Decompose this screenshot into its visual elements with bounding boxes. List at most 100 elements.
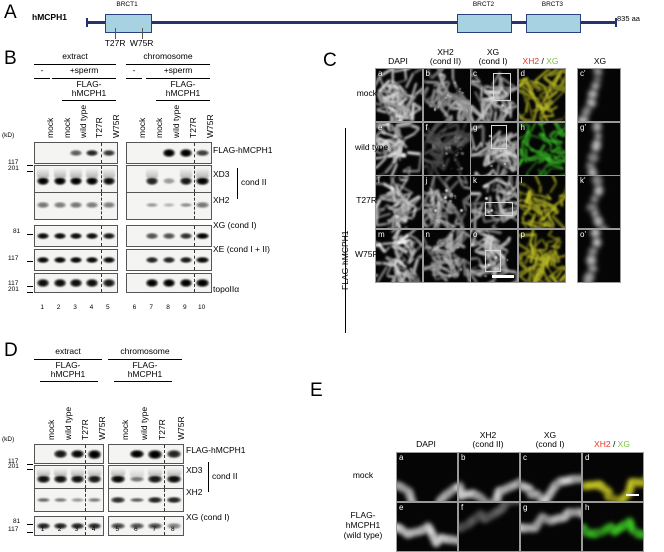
panel-label-D: D: [4, 340, 18, 362]
panelC-image-letter-p: p: [521, 230, 525, 239]
gel-band: [163, 279, 175, 287]
chromosome-signal: [424, 176, 470, 228]
fluorescent-speckle: [507, 259, 508, 260]
gel-band: [37, 202, 49, 207]
fluorescent-speckle: [504, 163, 506, 165]
panelA-domain-label-brct3: BRCT3: [516, 2, 589, 9]
panelE-image-letter-c: c: [523, 453, 527, 462]
chromatin-segment: [462, 122, 469, 131]
chromatin-segment: [423, 101, 424, 106]
panelC-roi-box: [485, 250, 501, 272]
fluorescent-speckle: [457, 107, 458, 108]
panelC-image-b: b: [423, 68, 471, 122]
panelD-cond-bracket: [208, 462, 209, 492]
gel-smear: [111, 468, 125, 477]
gel-band: [70, 150, 82, 156]
chromatin-segment: [452, 68, 454, 80]
chromosome-signal: [459, 503, 519, 551]
chromatin-segment: [405, 491, 418, 502]
panelC-image-j: j: [423, 175, 471, 229]
fluorescent-speckle: [449, 95, 451, 97]
panelC-image-letter-l: l: [521, 176, 523, 185]
gel-smear: [71, 468, 84, 477]
chromatin-segment: [391, 68, 394, 84]
panelC-image-letter-m: m: [378, 230, 385, 239]
lane-divider: [194, 166, 195, 192]
lane-label-text: wild type: [140, 407, 149, 440]
gel-smear: [146, 168, 158, 178]
fluorescent-speckle: [445, 152, 448, 155]
fluorescent-speckle: [487, 100, 488, 101]
fluorescent-speckle: [460, 209, 463, 212]
gel-band: [54, 475, 67, 483]
fluorescent-speckle: [460, 167, 463, 170]
chromatin-segment: [393, 175, 397, 177]
chromatin-segment: [470, 122, 472, 133]
panelD-marker-117-3: 117: [8, 527, 18, 534]
panelD-marker-tick: [27, 469, 33, 470]
panelC-image-letter-a: a: [378, 69, 382, 78]
gel-band: [71, 475, 84, 483]
panelD-lane-number-3: 3: [69, 527, 85, 534]
chromatin-segment: [562, 269, 566, 271]
fluorescent-speckle: [442, 167, 444, 169]
fluorescent-speckle: [457, 247, 458, 248]
chromosome-signal: [424, 69, 470, 121]
chromatin-segment: [398, 229, 405, 231]
panelE-row-label-0-0: mock: [334, 471, 392, 480]
gel-band: [54, 498, 67, 503]
chromatin-segment: [376, 109, 386, 113]
panelE-image-letter-h: h: [585, 503, 589, 512]
chromatin-segment: [511, 502, 520, 505]
gel-smear: [70, 168, 82, 178]
panelC-col-header-4: XG: [571, 57, 629, 66]
lane-divider: [194, 250, 195, 270]
chromatin-segment: [474, 203, 476, 222]
panelA-domain-brct1: [105, 14, 152, 33]
fluorescent-speckle: [440, 135, 443, 138]
panelD-lane-number-5: 5: [109, 527, 125, 534]
lane-divider: [85, 445, 86, 463]
blot-row-xe-cond-i-ii--left: [34, 249, 118, 271]
blot-row-xd3-left: [34, 465, 104, 489]
panelB-rule-construct-c: [156, 100, 210, 101]
panelD-rule-construct-c: [114, 381, 172, 382]
gel-band: [88, 498, 101, 503]
panelB-marker-201-1: 201: [8, 166, 19, 173]
chromatin-segment: [552, 167, 564, 169]
panelC-image-i: i: [375, 175, 423, 229]
panelE-image-h: h: [582, 502, 644, 552]
fluorescent-speckle: [501, 104, 504, 107]
gel-smear: [103, 168, 115, 178]
panelE-image-d: d: [582, 452, 644, 502]
lane-label-text: mock: [63, 118, 72, 138]
fluorescent-speckle: [455, 154, 458, 157]
chromatin-segment: [472, 154, 483, 157]
gel-band: [167, 450, 181, 458]
gel-band: [103, 233, 115, 240]
blot-row-xe-cond-i-ii--right: [126, 249, 212, 271]
panelC-col-header-3: XH2 / XG: [512, 57, 570, 66]
panelC-image-letter-c: c: [473, 69, 477, 78]
fluorescent-speckle: [454, 159, 456, 161]
lane-label-text: T27R: [158, 419, 167, 440]
panelB-rule-construct-e: [62, 100, 116, 101]
chromosome-signal: [521, 503, 581, 551]
panelC-image-letter-h: h: [521, 123, 525, 132]
panelB-group-extract: extract: [34, 52, 116, 61]
panel-label-A: A: [4, 2, 17, 24]
panelC-roi-box: [491, 125, 507, 149]
chromosome-signal: [397, 503, 457, 551]
blot-row-flag-hmcph1-left: [34, 444, 104, 464]
fluorescent-speckle: [448, 274, 451, 277]
lane-label-text: mock: [47, 420, 56, 440]
chromatin-segment: [549, 182, 557, 193]
blot-row-xd3-right: [126, 165, 212, 193]
gel-band: [167, 497, 181, 503]
gel-band: [86, 150, 98, 157]
fluorescent-speckle: [485, 197, 488, 200]
panelD-construct-c-l2: hMCPH1: [108, 370, 182, 379]
fluorescent-speckle: [457, 152, 459, 154]
fluorescent-speckle: [456, 92, 457, 93]
panelE-merge-green: XG: [618, 439, 630, 449]
